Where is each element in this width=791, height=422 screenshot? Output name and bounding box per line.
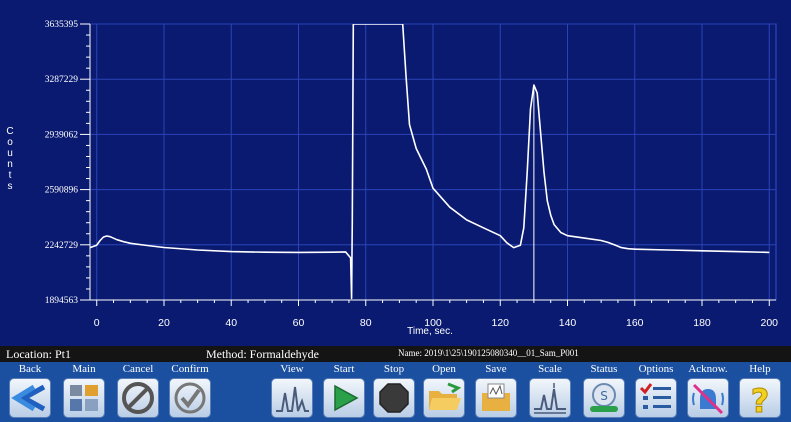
svg-text:?: ? xyxy=(751,382,770,417)
options-button[interactable]: Options xyxy=(632,362,680,422)
y-axis-label-letter: t xyxy=(9,170,12,181)
y-tick-label: 2939062 xyxy=(45,130,79,140)
open-button-label: Open xyxy=(432,363,456,375)
stop-button-label: Stop xyxy=(383,363,405,375)
options-button-label: Options xyxy=(638,363,674,375)
stop-octagon-icon xyxy=(373,378,415,418)
y-axis-label-letter: s xyxy=(8,181,13,192)
open-folder-icon xyxy=(423,378,465,418)
status-button-label: Status xyxy=(590,363,618,375)
play-icon xyxy=(323,378,365,418)
x-tick-label: 20 xyxy=(158,317,170,329)
y-axis-label-letter: C xyxy=(6,126,13,137)
x-tick-label: 160 xyxy=(626,317,644,329)
chromatogram-chart: 0 20 40 60 80 100 120 140 160 180 200 1894563 224272… xyxy=(6,20,779,337)
back-arrow-icon xyxy=(9,378,51,418)
x-tick-label: 120 xyxy=(491,317,509,329)
svg-text:S: S xyxy=(600,389,608,403)
status-button[interactable]: Status S xyxy=(580,362,628,422)
help-button[interactable]: Help ? xyxy=(736,362,784,422)
save-button[interactable]: Save xyxy=(472,362,520,422)
back-button-label: Back xyxy=(18,363,42,375)
scale-button[interactable]: Scale xyxy=(526,362,574,422)
location-text: Location: Pt1 xyxy=(6,347,71,361)
y-tick-label: 3635395 xyxy=(45,20,79,30)
y-axis-label-letter: n xyxy=(7,159,13,170)
cancel-button-label: Cancel xyxy=(122,363,154,375)
x-tick-label: 40 xyxy=(225,317,237,329)
method-text: Method: Formaldehyde xyxy=(206,347,319,361)
confirm-button-label: Confirm xyxy=(171,363,209,375)
y-tick-label: 1894563 xyxy=(45,296,79,306)
x-tick-label: 140 xyxy=(559,317,577,329)
acknowledge-alarm-icon xyxy=(687,378,729,418)
main-button[interactable]: Main xyxy=(60,362,108,422)
x-tick-label: 80 xyxy=(360,317,372,329)
save-folder-icon xyxy=(475,378,517,418)
view-chromatogram-icon xyxy=(271,378,313,418)
start-button[interactable]: Start xyxy=(320,362,368,422)
status-bar: Location: Pt1 Method: Formaldehyde Name:… xyxy=(0,346,791,362)
help-button-label: Help xyxy=(749,363,771,375)
run-name-text: Name: 2019\1\25\190125080340__01_Sam_P00… xyxy=(398,348,579,358)
confirm-check-icon xyxy=(169,378,211,418)
stop-button[interactable]: Stop xyxy=(370,362,418,422)
acknow-button[interactable]: Acknow. xyxy=(684,362,732,422)
scale-icon xyxy=(529,378,571,418)
y-axis-label-letter: u xyxy=(7,148,13,159)
y-tick-label: 3287229 xyxy=(45,75,79,85)
x-tick-label: 0 xyxy=(94,317,100,329)
confirm-button[interactable]: Confirm xyxy=(166,362,214,422)
x-axis-label: Time, sec. xyxy=(407,326,453,337)
status-gauge-icon: S xyxy=(583,378,625,418)
y-tick-label: 2242729 xyxy=(45,241,79,251)
main-menu-icon xyxy=(63,378,105,418)
main-button-label: Main xyxy=(72,363,96,375)
series-line xyxy=(90,24,770,300)
cancel-icon xyxy=(117,378,159,418)
start-button-label: Start xyxy=(333,363,355,375)
options-list-icon xyxy=(635,378,677,418)
view-button[interactable]: View xyxy=(268,362,316,422)
scale-button-label: Scale xyxy=(538,363,562,375)
view-button-label: View xyxy=(280,363,304,375)
back-button[interactable]: Back xyxy=(6,362,54,422)
open-button[interactable]: Open xyxy=(420,362,468,422)
x-tick-label: 180 xyxy=(693,317,711,329)
bottom-toolbar: Back Main Cancel Confirm View Start St xyxy=(0,362,791,422)
cancel-button[interactable]: Cancel xyxy=(114,362,162,422)
y-tick-label: 2590896 xyxy=(45,186,79,196)
y-axis-label-letter: o xyxy=(7,137,13,148)
acknow-button-label: Acknow. xyxy=(688,363,728,375)
save-button-label: Save xyxy=(485,363,507,375)
chromatogram-plot: 0 20 40 60 80 100 120 140 160 180 200 1894563 224272… xyxy=(6,20,779,337)
x-tick-label: 200 xyxy=(761,317,779,329)
x-tick-label: 60 xyxy=(293,317,305,329)
x-tick-label: 100 xyxy=(424,317,442,329)
help-question-icon: ? xyxy=(739,378,781,418)
